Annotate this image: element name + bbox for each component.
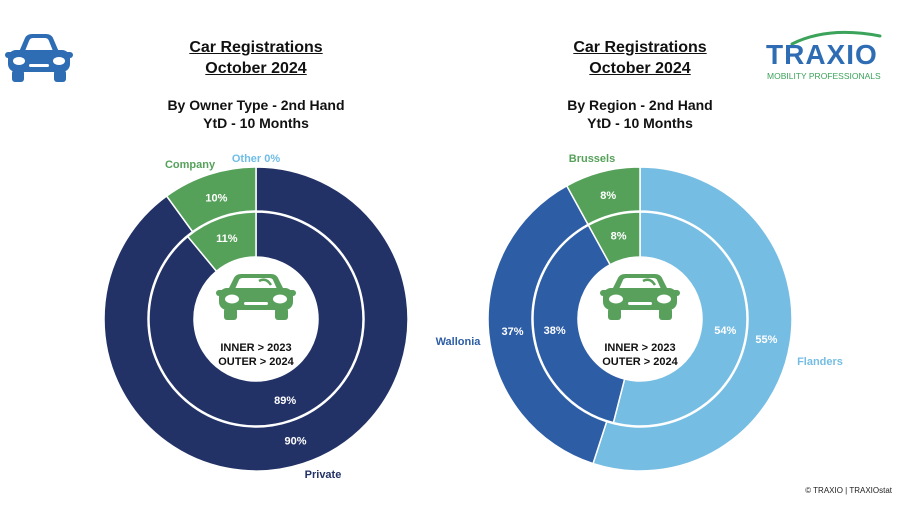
chart2-center-label-inner: INNER > 2023 [604,342,675,354]
car-icon [600,274,680,320]
chart2-legend-wallonia: Wallonia [436,336,482,348]
chart1-subtitle-line2: YtD - 10 Months [203,115,309,131]
chart2-inner-value-flanders: 54% [714,325,736,337]
car-icon [5,34,73,82]
chart2-outer-value-wallonia: 37% [502,326,524,338]
chart2-outer-slice-flanders [592,166,793,472]
chart2-subtitle-line2: YtD - 10 Months [587,115,693,131]
chart2-outer-slice-brussels [565,166,641,226]
chart1-outer-value-private: 90% [285,436,307,448]
copyright-text: © TRAXIO | TRAXIOstat [805,486,892,495]
chart1-inner-value-company: 11% [216,233,238,245]
chart1-legend-company: Company [165,159,216,171]
chart1-title-line2: October 2024 [205,60,307,77]
chart2-outer-value-flanders: 55% [755,334,777,346]
car-icon [216,274,296,320]
chart2-legend-flanders: Flanders [797,356,843,368]
logo-brand: TRAXIO [766,39,878,70]
chart1-legend-private: Private [305,469,342,481]
chart1-title: Car Registrations [189,39,323,56]
chart2-inner-value-wallonia: 38% [544,325,566,337]
chart2-subtitle: By Region - 2nd Hand [567,97,713,113]
chart2-center-label-outer: OUTER > 2024 [602,356,678,368]
chart2-inner-slice-brussels [587,211,641,266]
traxio-logo: TRAXIO MOBILITY PROFESSIONALS [758,30,898,86]
chart2-title: Car Registrations [573,39,707,56]
chart1-subtitle: By Owner Type - 2nd Hand [167,97,345,113]
chart2-center-hole [578,257,702,381]
chart1-center-label-outer: OUTER > 2024 [218,356,294,368]
chart2-title-line2: October 2024 [589,60,691,77]
chart2-legend-brussels: Brussels [569,153,615,165]
chart2-outer-value-brussels: 8% [600,190,616,202]
chart1-outer-value-company: 10% [205,192,227,204]
chart1-legend-other: Other 0% [232,153,281,165]
chart1-center-label-inner: INNER > 2023 [220,342,291,354]
chart2-outer-slice-wallonia [487,184,608,465]
logo-tagline: MOBILITY PROFESSIONALS [767,71,881,81]
logo-swoosh [790,30,882,46]
chart1-center-hole [194,257,318,381]
owner-type-donut-chart: 90% 10% 89% 11% Private Company Other 0% IN… [103,153,409,481]
chart1-outer-slice-private [103,166,409,472]
chart1-outer-slice-company [165,166,257,233]
region-donut-chart: 55% 37% 8% 54% 38% 8% Flanders Wallonia Bruss… [436,153,843,472]
chart2-inner-value-brussels: 8% [611,231,627,243]
chart1-inner-value-private: 89% [274,395,296,407]
